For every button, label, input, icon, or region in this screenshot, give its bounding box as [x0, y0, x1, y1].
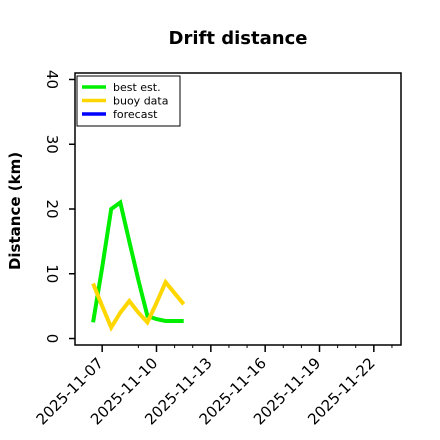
y-tick-label: 40 [43, 70, 61, 89]
legend-label: buoy data [113, 95, 168, 108]
chart-title: Drift distance [169, 28, 308, 49]
y-tick-label: 10 [43, 264, 61, 283]
y-tick-label: 30 [43, 135, 61, 154]
series-line-0 [91, 199, 184, 323]
y-axis-label: Distance (km) [6, 152, 24, 270]
series-layer [91, 199, 186, 332]
legend-label: best est. [113, 81, 161, 94]
y-tick-label: 20 [43, 199, 61, 218]
legend-label: forecast [113, 108, 158, 121]
series-line-1 [91, 278, 186, 332]
y-tick-label: 0 [43, 334, 61, 344]
